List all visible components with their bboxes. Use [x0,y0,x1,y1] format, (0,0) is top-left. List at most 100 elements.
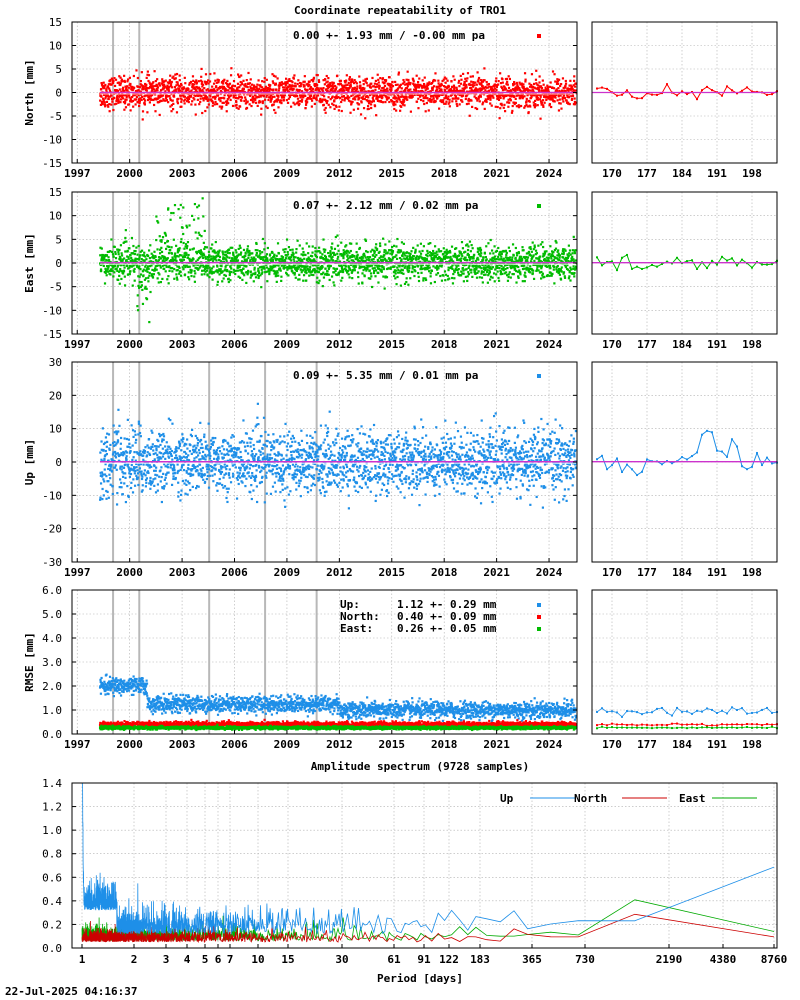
data-point [367,262,370,265]
data-point [482,270,485,274]
data-point [370,264,373,267]
data-point [418,250,421,253]
data-point [319,256,322,260]
data-point [254,258,257,261]
data-point [140,249,144,252]
data-point [350,90,353,93]
data-point [193,269,196,273]
data-point [466,248,470,252]
data-point [299,99,302,103]
data-point [174,73,177,76]
data-point [100,100,103,103]
data-point [199,89,202,92]
data-point [468,264,471,268]
data-point [412,255,415,258]
data-point [274,100,277,103]
data-point [507,98,510,101]
data-point [213,90,217,93]
data-point [278,87,281,90]
data-point [201,254,204,257]
data-point [547,97,550,100]
data-point [135,95,138,99]
data-point [313,94,316,97]
data-point [491,266,495,269]
data-point [146,267,149,270]
data-point [122,86,125,89]
data-point [325,74,328,78]
data-point [368,93,372,97]
data-point [217,98,221,101]
data-point [321,90,324,93]
data-point [380,94,384,97]
data-point [373,255,377,258]
data-point [573,100,576,104]
data-point [485,258,488,261]
data-point [452,75,455,78]
data-point [127,86,130,89]
data-point [171,267,174,270]
data-point [132,244,135,248]
data-point [372,271,376,275]
figure-title: Coordinate repeatability of TRO1 [294,4,506,17]
data-point [459,74,462,77]
data-point [546,96,549,99]
data-point [475,276,479,279]
data-point [179,94,182,97]
data-point [357,282,360,285]
data-point [242,267,245,270]
data-point [151,256,154,259]
data-point [441,258,444,261]
data-point [292,255,295,259]
data-point [563,97,567,100]
data-point [446,79,449,82]
data-point [462,280,465,283]
data-point [127,103,131,106]
data-point [406,86,409,90]
data-point [321,285,324,288]
data-point [485,266,488,269]
data-point [493,83,497,86]
data-point [216,283,219,286]
data-point [513,83,516,86]
data-point [479,93,482,96]
data-point [240,81,243,84]
data-point [350,259,353,262]
data-point [155,264,158,267]
data-point [146,265,150,268]
data-point [119,257,122,260]
data-point [570,97,574,101]
data-point [451,85,454,88]
data-point [259,257,263,261]
data-point [402,251,405,254]
data-point [516,85,519,88]
data-point [275,274,278,277]
data-point [419,255,422,258]
data-point [271,95,274,99]
data-point [253,260,256,263]
data-point [129,254,132,257]
data-point [196,90,199,93]
data-point [367,99,370,102]
data-point [136,294,139,297]
data-point [495,257,498,261]
data-point [229,74,233,77]
data-point [500,86,504,90]
data-point [409,277,412,280]
data-point [464,256,467,259]
data-point [210,255,213,258]
data-point [269,100,272,103]
data-point [420,266,423,269]
data-point [201,88,204,91]
data-point [112,275,115,278]
data-point [355,251,358,254]
data-point [221,101,224,104]
data-point [171,76,174,79]
data-point [385,259,388,262]
data-point [245,281,248,285]
data-point [557,82,560,85]
data-point [218,273,221,276]
data-point [362,79,365,82]
data-point [538,81,541,84]
data-point [323,95,326,98]
data-point [107,256,110,259]
